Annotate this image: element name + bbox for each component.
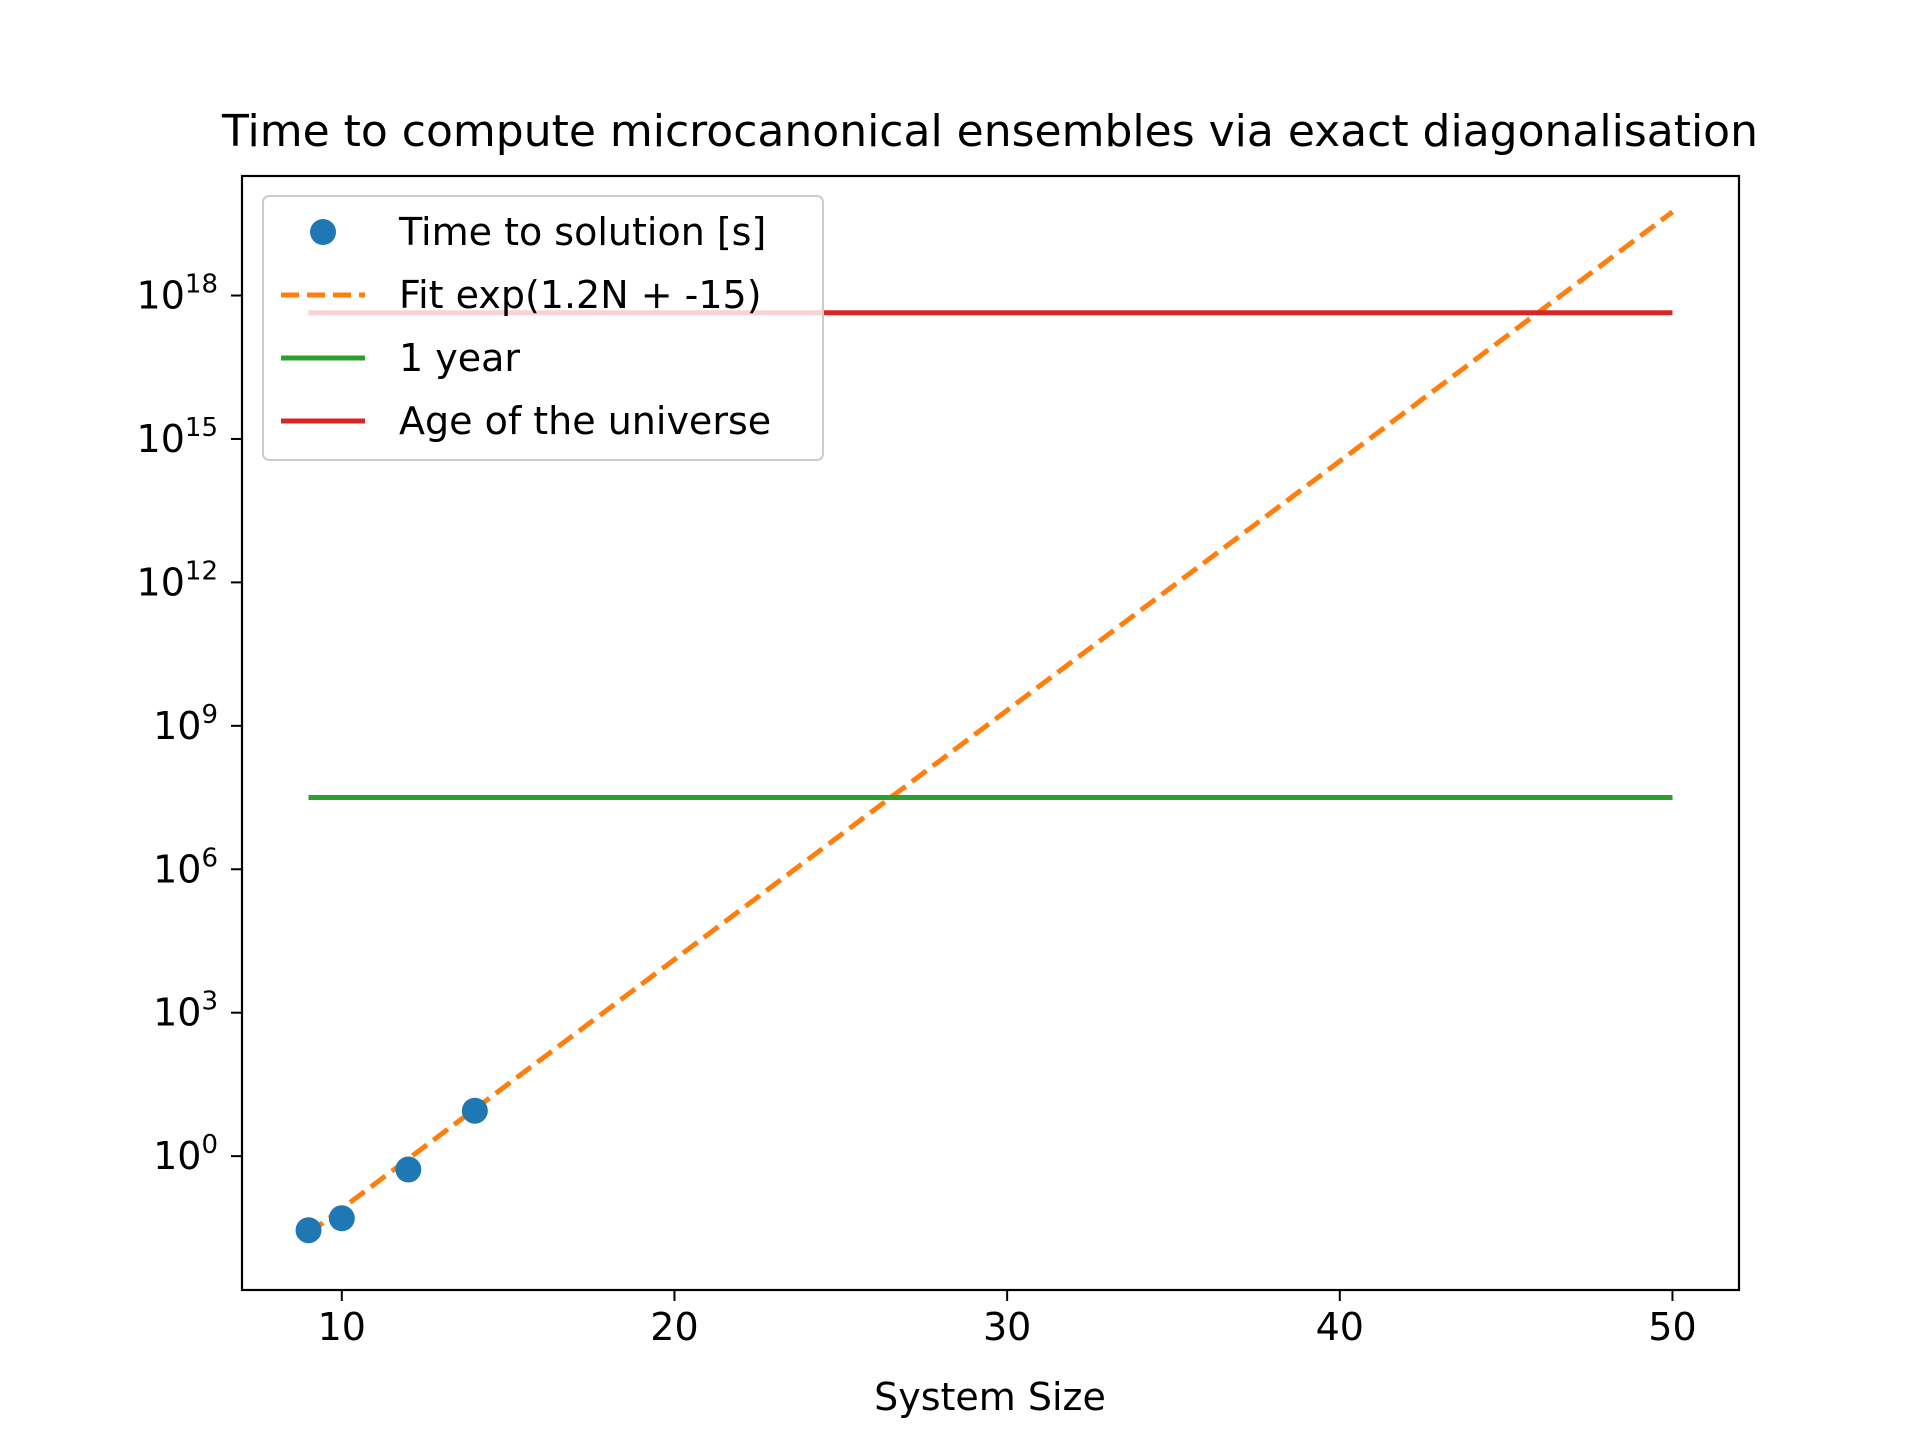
legend-swatch-0 [310, 219, 336, 245]
data-point-0 [295, 1217, 322, 1244]
y-axis: 100 103 106 109 1012 1015 1018 [137, 270, 242, 1178]
legend-box [262, 195, 824, 461]
legend-label-2: 1 year [399, 336, 520, 380]
data-point-2 [395, 1156, 422, 1183]
y-tick-label-4: 1012 [137, 556, 218, 604]
x-axis-label: System Size [874, 1375, 1106, 1419]
y-tick-label-3: 109 [153, 700, 218, 748]
legend-label-0: Time to solution [s] [398, 210, 766, 254]
legend: Time to solution [s] Fit exp(1.2N + -15) 1… [262, 195, 824, 461]
chart-title: Time to compute microcanonical ensembles… [221, 106, 1758, 157]
legend-label-3: Age of the universe [399, 399, 771, 443]
x-tick-label-0: 10 [318, 1305, 366, 1349]
data-point-3 [461, 1097, 488, 1124]
series-line-1 [307, 209, 1674, 1236]
x-tick-label-4: 50 [1648, 1305, 1696, 1349]
data-point-1 [328, 1205, 355, 1232]
x-axis: 10 20 30 40 50 [318, 1290, 1697, 1349]
y-tick-label-2: 106 [153, 843, 218, 891]
x-tick-label-2: 30 [983, 1305, 1031, 1349]
x-tick-label-1: 20 [650, 1305, 698, 1349]
axes-frame [240, 174, 1741, 1292]
y-tick-label-0: 100 [153, 1130, 218, 1178]
y-tick-label-5: 1015 [137, 413, 218, 461]
x-tick-label-3: 40 [1316, 1305, 1364, 1349]
y-tick-label-6: 1018 [137, 270, 218, 318]
y-tick-label-1: 103 [153, 987, 218, 1035]
legend-label-1: Fit exp(1.2N + -15) [399, 273, 762, 317]
